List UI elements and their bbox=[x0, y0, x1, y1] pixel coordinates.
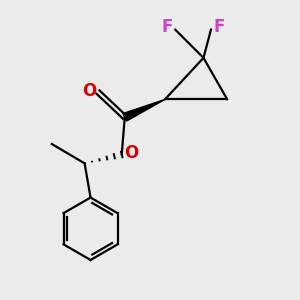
Text: F: F bbox=[214, 18, 225, 36]
Text: O: O bbox=[124, 144, 139, 162]
Text: F: F bbox=[161, 18, 172, 36]
Text: O: O bbox=[82, 82, 97, 100]
Polygon shape bbox=[123, 100, 165, 121]
